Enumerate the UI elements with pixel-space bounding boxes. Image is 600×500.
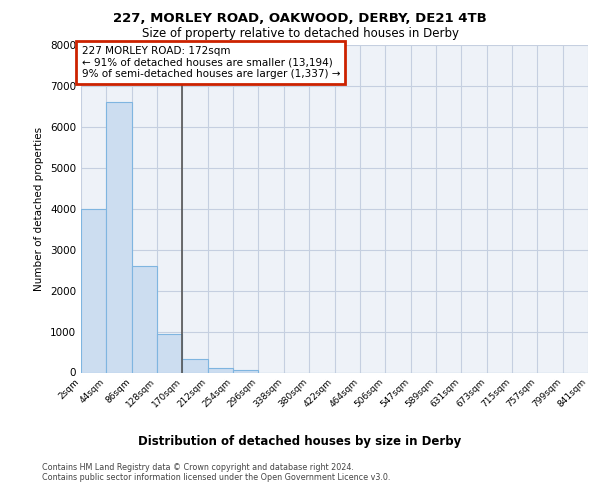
Text: Contains public sector information licensed under the Open Government Licence v3: Contains public sector information licen… [42,474,391,482]
Bar [233,370,259,372]
Text: Contains HM Land Registry data © Crown copyright and database right 2024.: Contains HM Land Registry data © Crown c… [42,464,354,472]
Text: 227, MORLEY ROAD, OAKWOOD, DERBY, DE21 4TB: 227, MORLEY ROAD, OAKWOOD, DERBY, DE21 4… [113,12,487,26]
Text: Size of property relative to detached houses in Derby: Size of property relative to detached ho… [142,28,458,40]
Y-axis label: Number of detached properties: Number of detached properties [34,126,44,291]
Bar [106,102,132,372]
Bar [182,360,208,372]
Text: Distribution of detached houses by size in Derby: Distribution of detached houses by size … [139,435,461,448]
Bar [81,209,106,372]
Text: 227 MORLEY ROAD: 172sqm
← 91% of detached houses are smaller (13,194)
9% of semi: 227 MORLEY ROAD: 172sqm ← 91% of detache… [82,46,340,79]
Bar [132,266,157,372]
Bar [208,368,233,372]
Bar [157,334,182,372]
